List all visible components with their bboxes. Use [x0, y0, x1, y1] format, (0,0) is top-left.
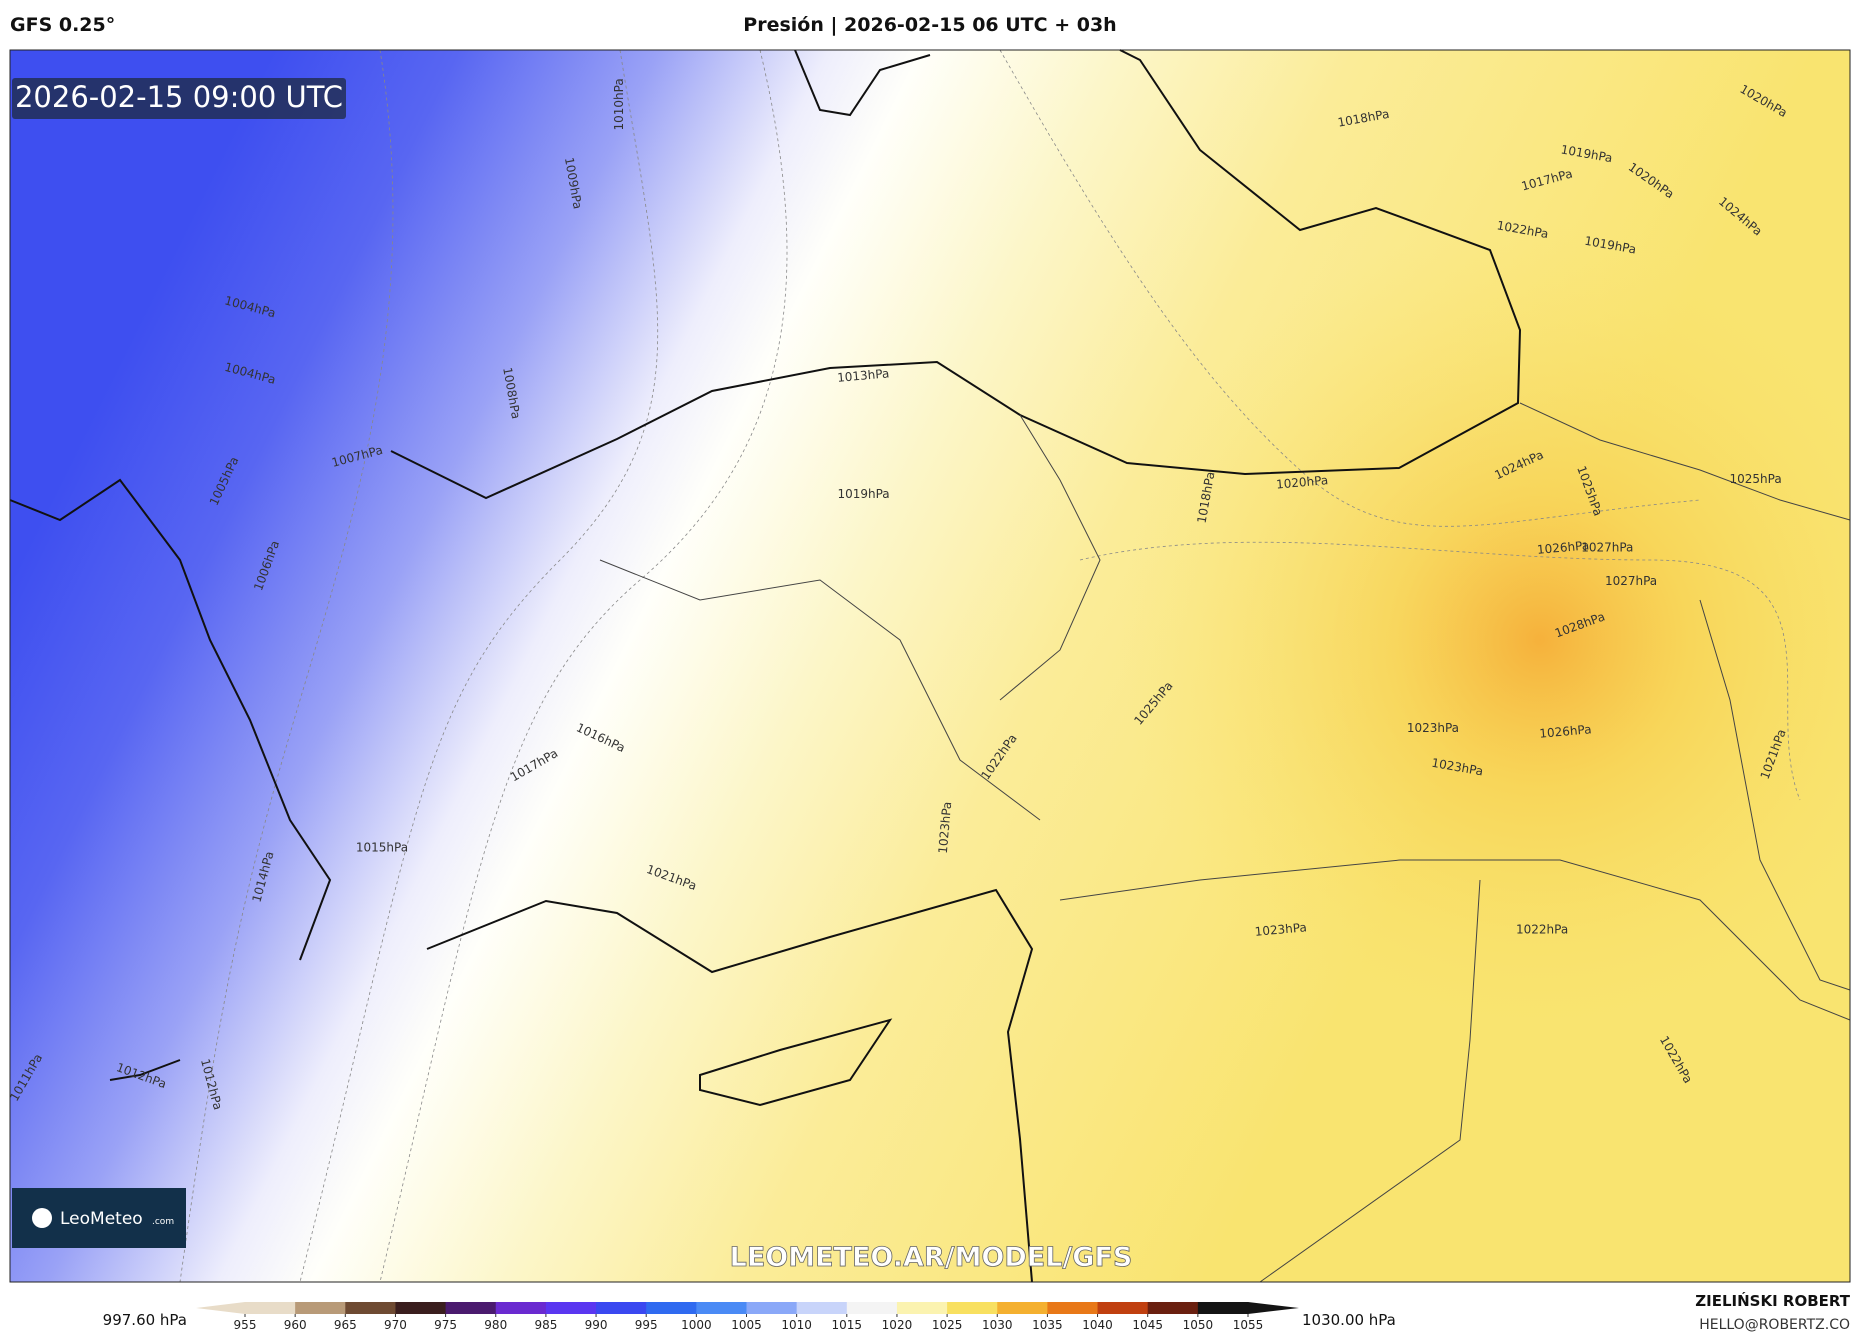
colorbar-tick-label: 955: [234, 1318, 257, 1332]
watermark: LEOMETEO.AR/MODEL/GFS: [730, 1242, 1133, 1273]
timestamp-box: [12, 78, 346, 119]
isobar-label: 1019hPa: [837, 487, 889, 501]
coastlines: [9, 49, 1522, 1283]
colorbar-tick-label: 990: [585, 1318, 608, 1332]
isobars: [179, 49, 1801, 1283]
colorbar-tick-label: 1010: [781, 1318, 812, 1332]
isobar-label: 1020hPa: [1276, 473, 1329, 491]
colorbar-tick-label: 1030: [982, 1318, 1013, 1332]
colorbar-tick-label: 970: [384, 1318, 407, 1332]
isobar-label: 1013hPa: [837, 366, 890, 384]
isobar-label: 1022hPa: [1516, 923, 1568, 937]
isobar-label: 1010hPa: [612, 78, 626, 130]
colorbar-segment: [896, 1302, 948, 1314]
logo-name: LeoMeteo: [60, 1209, 143, 1229]
colorbar-segment: [696, 1302, 747, 1314]
colorbar-tick-label: 1000: [681, 1318, 712, 1332]
colorbar-segment: [997, 1302, 1048, 1314]
isobar-label: 1026hPa: [1536, 538, 1589, 556]
logo-sun: [32, 1208, 52, 1228]
colorbar-segment: [596, 1302, 647, 1314]
borders: [599, 402, 1851, 1283]
isobar-label: 1023hPa: [936, 801, 954, 854]
colorbar-segment: [495, 1302, 547, 1314]
colorbar-arrow-high: [1248, 1302, 1299, 1314]
colorbar-segment: [245, 1302, 296, 1314]
colorbar-tick-label: 1055: [1233, 1318, 1264, 1332]
map-title: Presión | 2026-02-15 06 UTC + 03h: [743, 14, 1116, 36]
colorbar-tick-label: 980: [484, 1318, 507, 1332]
model-label: GFS 0.25°: [10, 14, 115, 36]
colorbar-tick-label: 1020: [882, 1318, 913, 1332]
colorbar-segment: [746, 1302, 798, 1314]
colorbar-tick-label: 960: [284, 1318, 307, 1332]
high-pressure-area: [10, 50, 1850, 1282]
colorbar-max: 1030.00 hPa: [1302, 1311, 1396, 1329]
colorbar-tick-label: 985: [534, 1318, 557, 1332]
isobar-label: 1027hPa: [1605, 574, 1657, 588]
email: HELLO@ROBERTZ.CO: [1699, 1317, 1850, 1333]
isobar-label: 1015hPa: [356, 841, 408, 855]
colorbar-segment: [345, 1302, 396, 1314]
isobar-label: 1026hPa: [1539, 722, 1592, 740]
author: ZIELIŃSKI ROBERT: [1695, 1291, 1850, 1310]
colorbar-tick-label: 1040: [1082, 1318, 1113, 1332]
logo-suffix: .com: [152, 1217, 174, 1227]
colorbar-segment: [395, 1302, 447, 1314]
colorbar-segment: [445, 1302, 497, 1314]
colorbar-arrow-low: [196, 1302, 245, 1314]
colorbar-segment: [1197, 1302, 1249, 1314]
colorbar-tick-label: 1005: [731, 1318, 762, 1332]
isobar-label: 1025hPa: [1730, 472, 1782, 486]
timestamp: 2026-02-15 09:00 UTC: [15, 80, 343, 114]
colorbar-min: 997.60 hPa: [103, 1311, 187, 1329]
map-frame: [9, 49, 1851, 1283]
colorbar: 997.60 hPa 1030.00 hPa 955 960 965 970 975 98…: [103, 1302, 1396, 1332]
colorbar-segment: [1147, 1302, 1199, 1314]
colorbar-segment: [796, 1302, 848, 1314]
isobar-label: 1023hPa: [1254, 920, 1307, 938]
colorbar-segment: [1097, 1302, 1149, 1314]
isobar-label: 1023hPa: [1407, 721, 1459, 735]
colorbar-segment: [545, 1302, 597, 1314]
colorbar-segment: [846, 1302, 898, 1314]
colorbar-tick-label: 995: [635, 1318, 658, 1332]
colorbar-segment: [1047, 1302, 1099, 1314]
colorbar-segment: [295, 1302, 346, 1314]
colorbar-tick-label: 1050: [1183, 1318, 1214, 1332]
colorbar-tick-label: 975: [434, 1318, 457, 1332]
colorbar-segment: [646, 1302, 697, 1314]
colorbar-tick-label: 1015: [832, 1318, 863, 1332]
colorbar-tick-label: 1035: [1032, 1318, 1063, 1332]
colorbar-segment: [947, 1302, 998, 1314]
colorbar-tick-label: 1025: [932, 1318, 963, 1332]
isobar-label: 1027hPa: [1581, 541, 1633, 555]
colorbar-tick-label: 965: [334, 1318, 357, 1332]
colorbar-tick-label: 1045: [1132, 1318, 1163, 1332]
